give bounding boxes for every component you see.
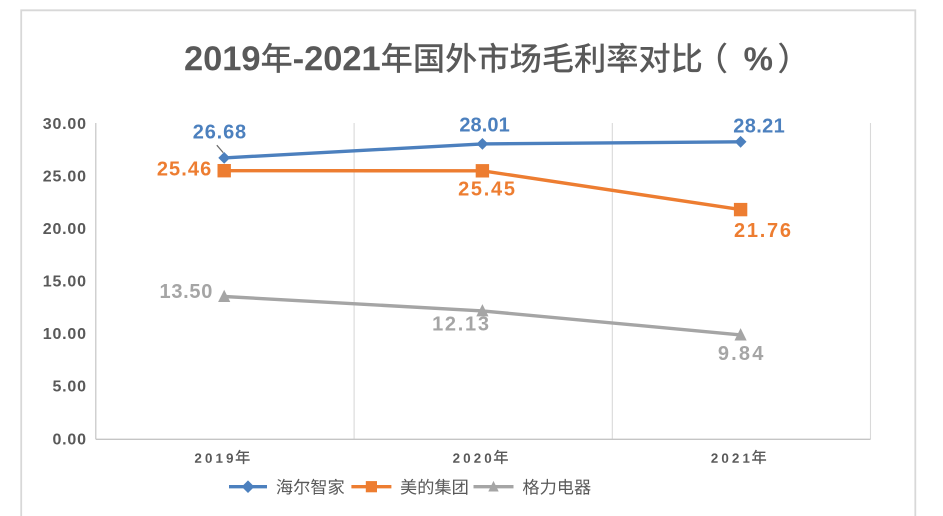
svg-text:9.84: 9.84 xyxy=(718,343,766,365)
svg-text:28.01: 28.01 xyxy=(459,114,510,136)
svg-text:30.00: 30.00 xyxy=(43,116,87,133)
svg-text:15.00: 15.00 xyxy=(43,274,87,291)
svg-text:25.00: 25.00 xyxy=(43,169,87,186)
svg-text:5.00: 5.00 xyxy=(52,379,86,396)
svg-text:28.21: 28.21 xyxy=(733,115,785,137)
svg-text:26.68: 26.68 xyxy=(193,121,247,143)
svg-text:21.76: 21.76 xyxy=(734,220,793,242)
svg-text:20.00: 20.00 xyxy=(43,221,87,238)
svg-text:25.46: 25.46 xyxy=(157,158,213,180)
svg-text:12.13: 12.13 xyxy=(432,313,491,335)
svg-text:13.50: 13.50 xyxy=(160,281,214,303)
svg-text:10.00: 10.00 xyxy=(43,326,87,343)
svg-text:0.00: 0.00 xyxy=(52,431,86,448)
svg-text:25.45: 25.45 xyxy=(458,178,517,200)
